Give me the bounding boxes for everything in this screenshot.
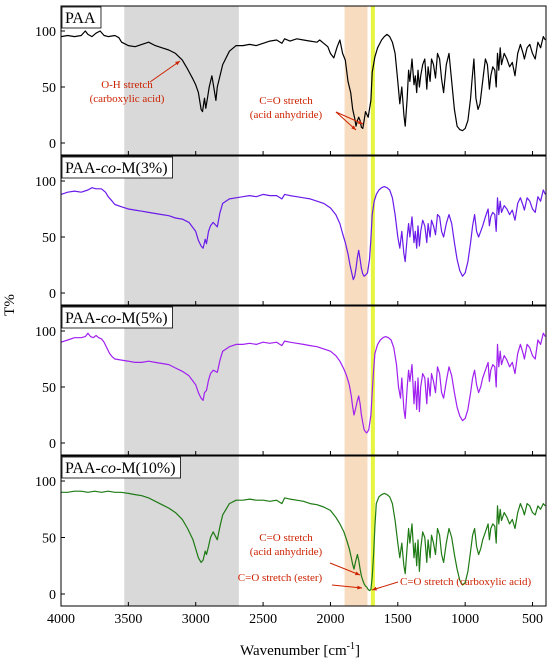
y-tick-label: 0 (49, 437, 56, 452)
annotation-arrow (331, 584, 363, 589)
x-axis-title: Wavenumber [cm-1] (240, 641, 360, 659)
panel-label-4: PAA-co-M(10%) (65, 460, 176, 477)
panel-frame-3 (60, 305, 547, 456)
y-tick-label: 0 (49, 287, 56, 302)
panel-frames (60, 5, 547, 607)
x-tick-label: 3000 (182, 612, 210, 627)
annotation-co-anhydride: C=O stretch (acid anhydride) (250, 95, 323, 121)
panel-frame-1 (60, 5, 547, 156)
panel-label-box-2 (61, 156, 173, 179)
panel-label-box-1 (61, 6, 102, 29)
annotation-arrowhead (357, 585, 362, 590)
annotation-co-ester: C=O stretch (ester) (238, 572, 323, 584)
annotation-arrow (329, 562, 361, 576)
y-tick-label: 100 (35, 175, 56, 190)
y-tick-label: 100 (35, 25, 56, 40)
panel-label-2: PAA-co-M(3%) (65, 160, 168, 177)
x-tick-label: 1000 (451, 612, 479, 627)
annotation-arrowhead (358, 120, 363, 124)
annotation-co-carboxylic: C=O stretch (carboxylic acid) (400, 576, 531, 588)
y-tick-label: 0 (49, 588, 56, 603)
panel-frame-2 (60, 155, 547, 306)
annotation-arrow (149, 60, 181, 83)
spectrum-line-panel-3 (60, 332, 546, 434)
annotations: O-H stretch (carboxylic acid) C=O stretch(… (90, 60, 531, 591)
panel-label-1: PAA (65, 10, 96, 27)
y-tick-label: 100 (35, 325, 56, 340)
x-tick-label: 1500 (384, 612, 412, 627)
spectrum-line-panel-4 (61, 490, 546, 592)
y-tick-label: 100 (35, 475, 56, 490)
x-tick-label: 2500 (249, 612, 277, 627)
panel-label-box-4 (61, 456, 181, 479)
annotation-arrowhead (351, 125, 356, 130)
y-axis-title: T% (2, 294, 18, 316)
panel-frame-4 (60, 455, 547, 607)
annotation-arrow (335, 111, 364, 125)
panel-label-box-3 (61, 306, 173, 329)
annotation-arrowhead (175, 61, 180, 66)
x-tick-label: 2000 (316, 612, 344, 627)
x-axis-title-superscript: -1 (347, 641, 355, 652)
spectrum-line-panel-1 (60, 30, 546, 132)
x-axis-title-text: Wavenumber [cm (240, 643, 347, 659)
x-tick-label: 500 (522, 612, 543, 627)
panel-label-3: PAA-co-M(5%) (65, 310, 168, 327)
y-tick-label: 50 (42, 381, 56, 396)
annotation-arrowhead (355, 571, 360, 576)
annotation-co-anhydride-10: C=O stretch (acid anhydride) (250, 532, 323, 558)
y-tick-label: 50 (42, 231, 56, 246)
panel-labels: PAA PAA-co-M(3%) PAA-co-M(5%) PAA-co-M(10%) (61, 6, 181, 479)
y-tick-label: 50 (42, 81, 56, 96)
spectrum-line-panel-2 (60, 186, 546, 281)
x-tick-label: 4000 (47, 612, 75, 627)
x-axis-title-end: ] (355, 643, 360, 659)
x-tick-label: 3500 (114, 612, 142, 627)
y-axis-ticks: 0 50 100 0 50 100 0 50 100 0 50 100 (35, 25, 65, 603)
spectra (60, 30, 546, 592)
y-tick-label: 50 (42, 532, 56, 547)
x-axis-ticks: 4000 3500 3000 2500 2000 1500 1000 500 (47, 151, 543, 627)
annotation-arrowhead (372, 586, 377, 591)
y-tick-label: 0 (49, 137, 56, 152)
annotation-oh-stretch: O-H stretch (carboxylic acid) (90, 79, 165, 105)
